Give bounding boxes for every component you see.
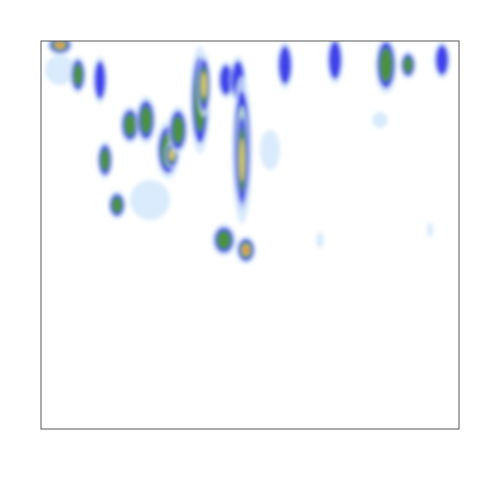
density-blob <box>427 222 433 238</box>
density-blob <box>57 43 63 47</box>
density-blob <box>379 47 393 83</box>
density-blob <box>94 60 106 100</box>
plot-frame <box>40 40 460 430</box>
density-blob <box>372 112 388 128</box>
density-blob <box>100 148 110 172</box>
density-blob <box>435 44 449 76</box>
heatmap-area <box>45 41 450 264</box>
density-blob <box>140 105 152 135</box>
density-blob <box>260 130 280 170</box>
density-blob <box>239 138 245 182</box>
density-blob <box>169 149 175 161</box>
density-blob <box>124 113 136 137</box>
density-blob <box>244 247 248 253</box>
density-blob <box>328 41 342 80</box>
density-blob <box>278 45 292 85</box>
density-blob <box>316 232 324 248</box>
density-blob <box>130 180 170 220</box>
density-blob <box>45 55 75 85</box>
density-blob <box>216 230 232 250</box>
density-blob <box>111 196 123 214</box>
density-blob <box>403 56 413 74</box>
density-blob <box>73 63 83 87</box>
density-blob <box>201 72 207 98</box>
density-blob <box>219 64 233 96</box>
density-blob <box>172 115 184 145</box>
